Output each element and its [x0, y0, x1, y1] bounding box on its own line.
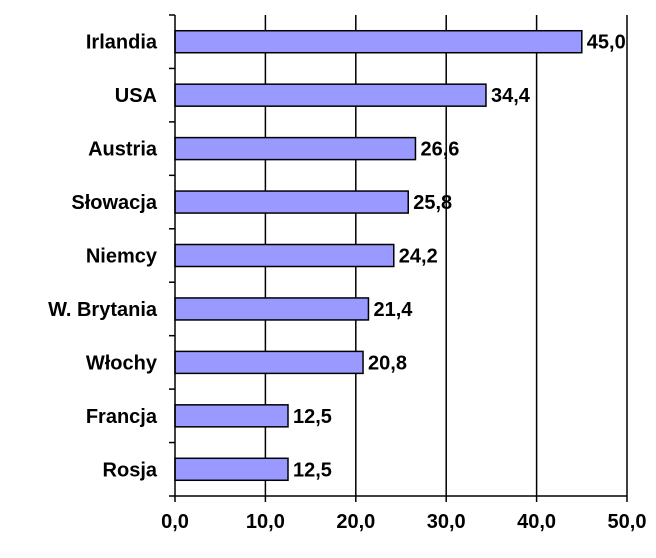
bars [174, 29, 583, 482]
value-label: 20,8 [368, 352, 407, 374]
x-tick-label: 30,0 [427, 511, 466, 533]
value-label: 21,4 [373, 299, 413, 321]
x-tick-label: 20,0 [336, 511, 375, 533]
bar [174, 457, 289, 482]
value-label: 45,0 [587, 32, 626, 54]
x-tick-labels: 0,0 10,0 20,0 30,0 40,0 50,0 [161, 511, 646, 533]
value-label: 25,8 [413, 192, 452, 214]
category-label: Rosja [103, 459, 158, 481]
value-label: 26,6 [420, 139, 459, 161]
category-label: Słowacja [71, 192, 157, 214]
x-tick-label: 10,0 [246, 511, 285, 533]
value-label: 12,5 [293, 459, 332, 481]
bar [174, 136, 417, 161]
value-label: 34,4 [491, 85, 531, 107]
bar [174, 83, 487, 107]
value-label: 24,2 [399, 246, 438, 268]
bar [174, 404, 289, 428]
category-label: Włochy [86, 352, 158, 374]
category-label: Francja [86, 406, 158, 428]
x-tick-label: 0,0 [161, 511, 189, 533]
bar [174, 243, 395, 268]
category-label: Irlandia [86, 32, 158, 54]
category-labels: Irlandia USA Austria Słowacja Niemcy W. Bryta… [48, 32, 158, 482]
bar [174, 350, 364, 375]
category-label: Austria [88, 139, 158, 161]
category-label: W. Brytania [48, 299, 158, 321]
bar [174, 297, 370, 321]
x-tick-label: 40,0 [517, 511, 556, 533]
bar [174, 29, 583, 54]
category-label: USA [115, 85, 157, 107]
value-label: 12,5 [293, 406, 332, 428]
category-label: Niemcy [86, 246, 158, 268]
bar [174, 190, 409, 214]
axes [169, 14, 628, 502]
x-tick-label: 50,0 [608, 511, 647, 533]
value-labels: 45,0 34,4 26,6 25,8 24,2 21,4 20,8 12,5 12,5 [293, 32, 626, 482]
